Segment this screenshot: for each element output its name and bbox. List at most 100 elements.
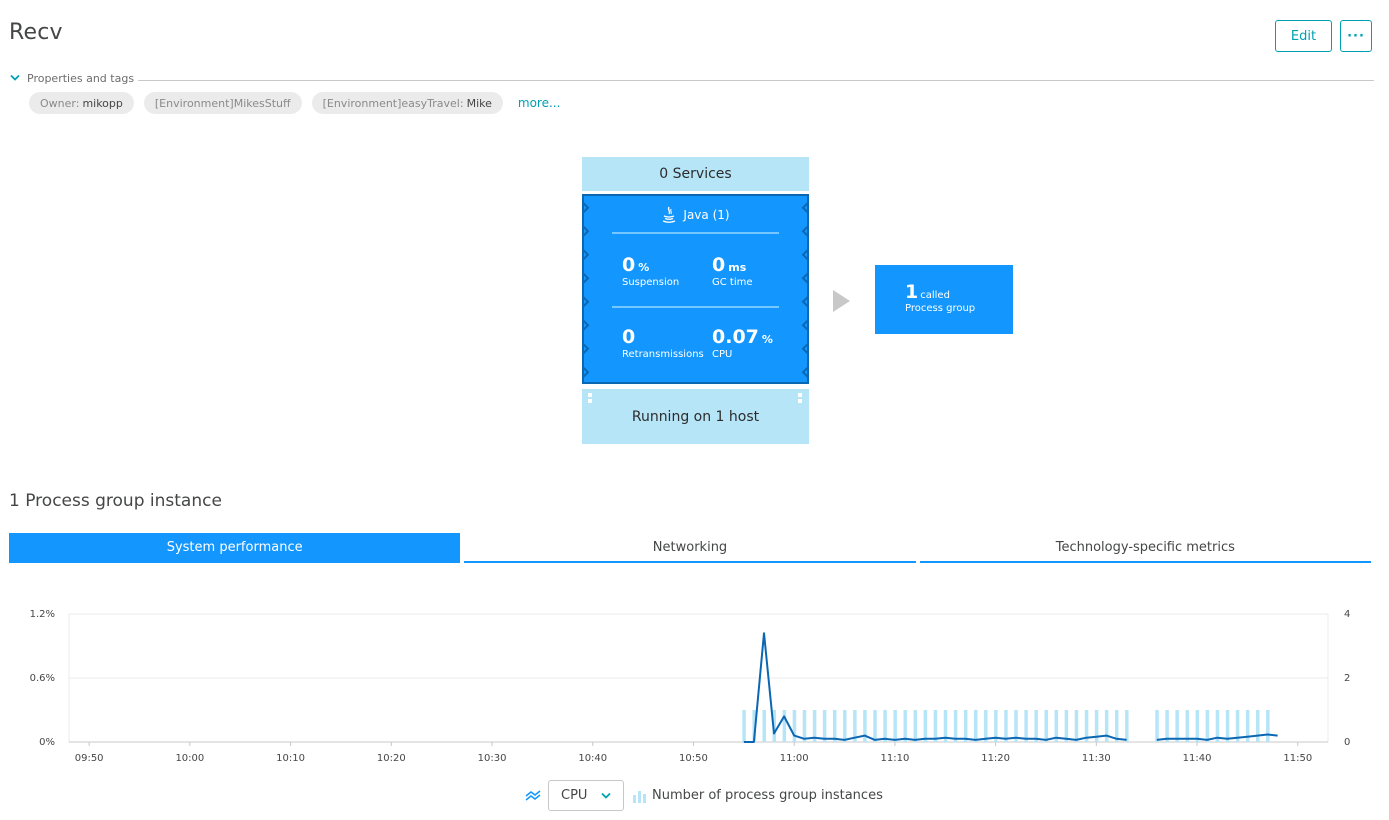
tag-key: [Environment]easyTravel: bbox=[322, 96, 464, 110]
instance-bar bbox=[1125, 710, 1129, 742]
instance-bar bbox=[1245, 710, 1250, 742]
instance-bar bbox=[1004, 710, 1008, 742]
tab-networking[interactable]: Networking bbox=[464, 533, 916, 563]
called-word: called bbox=[920, 290, 950, 301]
instance-bar bbox=[933, 710, 938, 742]
instance-bar bbox=[802, 710, 807, 742]
instance-bar bbox=[853, 710, 857, 742]
instance-bar bbox=[782, 710, 787, 742]
process-title: Java (1) bbox=[683, 208, 730, 222]
x-tick-label: 11:30 bbox=[1082, 753, 1111, 764]
metric-label: GC time bbox=[712, 277, 753, 288]
x-tick-label: 10:30 bbox=[478, 753, 507, 764]
instance-bar bbox=[752, 710, 756, 742]
instance-bar bbox=[1104, 710, 1109, 742]
called-label: Process group bbox=[905, 303, 976, 314]
more-actions-button[interactable]: ··· bbox=[1340, 20, 1372, 52]
properties-header[interactable]: Properties and tags bbox=[10, 71, 1374, 85]
instance-bar bbox=[1054, 710, 1059, 742]
edit-button[interactable]: Edit bbox=[1275, 20, 1332, 52]
chart-legend: CPU Number of process group instances bbox=[524, 780, 883, 811]
metric-value: 0 bbox=[622, 326, 636, 348]
bar-series-icon bbox=[633, 790, 646, 803]
process-header: Java (1) bbox=[584, 206, 807, 224]
x-tick-label: 10:10 bbox=[276, 753, 305, 764]
instance-bar bbox=[913, 710, 918, 742]
tag-environment-easytravel[interactable]: [Environment]easyTravel: Mike bbox=[311, 92, 503, 114]
instance-bar bbox=[973, 710, 978, 742]
metric-select[interactable]: CPU bbox=[548, 780, 624, 811]
x-tick-label: 09:50 bbox=[75, 753, 104, 764]
y-tick-label-left: 0.6% bbox=[30, 673, 55, 684]
instance-bar bbox=[812, 710, 817, 742]
more-tags-link[interactable]: more... bbox=[517, 96, 561, 110]
zigzag-edge-right bbox=[801, 196, 809, 382]
instance-bar bbox=[1215, 710, 1220, 742]
instance-bar bbox=[1014, 710, 1018, 742]
instance-bar bbox=[883, 710, 887, 742]
instance-bar bbox=[923, 710, 928, 742]
instance-bar bbox=[792, 710, 797, 742]
metric-value: 0 bbox=[622, 254, 636, 276]
instance-bar bbox=[953, 710, 958, 742]
instance-bar bbox=[1094, 710, 1099, 742]
section-title: 1 Process group instance bbox=[9, 491, 222, 511]
instance-bar bbox=[1266, 710, 1270, 742]
x-tick-label: 10:00 bbox=[175, 753, 204, 764]
properties-label: Properties and tags bbox=[27, 71, 135, 85]
x-tick-label: 10:40 bbox=[578, 753, 607, 764]
metric-gc-time: 0 ms GC time bbox=[712, 254, 753, 288]
instance-bar bbox=[1175, 710, 1179, 742]
instance-bar bbox=[963, 710, 968, 742]
instance-bar bbox=[832, 710, 837, 742]
process-group-box[interactable]: Java (1) 0% Suspension 0 ms GC time 0 Ret… bbox=[582, 194, 809, 384]
metric-label: Retransmissions bbox=[622, 349, 704, 360]
metric-unit: % bbox=[638, 261, 650, 274]
tab-bar: System performance Networking Technology… bbox=[9, 533, 1371, 563]
instance-bar bbox=[1024, 710, 1028, 742]
tag-owner[interactable]: Owner: mikopp bbox=[29, 92, 134, 114]
instance-bar bbox=[1235, 710, 1240, 742]
y-tick-label-left: 1.2% bbox=[30, 609, 55, 620]
metric-suspension: 0% Suspension bbox=[622, 254, 679, 288]
drag-handle-icon bbox=[798, 393, 802, 403]
x-tick-label: 11:50 bbox=[1283, 753, 1312, 764]
line-series-icon bbox=[525, 789, 541, 801]
instance-bar bbox=[1034, 710, 1038, 742]
instance-bar bbox=[772, 710, 777, 742]
metric-label: Suspension bbox=[622, 277, 680, 288]
cpu-series-line bbox=[743, 632, 1127, 743]
host-box[interactable]: Running on 1 host bbox=[582, 389, 809, 444]
instance-bar bbox=[1044, 710, 1048, 742]
instance-bar bbox=[843, 710, 847, 742]
y-tick-label-right: 4 bbox=[1344, 609, 1350, 620]
arrow-right-icon bbox=[833, 290, 850, 312]
tag-value: mikopp bbox=[82, 96, 123, 110]
instance-bar bbox=[822, 710, 827, 742]
instance-bar bbox=[1074, 710, 1079, 742]
instance-bar bbox=[1165, 710, 1169, 742]
instance-bar bbox=[1084, 710, 1089, 742]
instance-bar bbox=[1255, 710, 1260, 742]
instance-bar bbox=[1205, 710, 1210, 742]
instance-bar bbox=[984, 710, 988, 742]
cpu-series-line bbox=[1156, 733, 1278, 741]
divider bbox=[138, 79, 1374, 81]
bar-series-label: Number of process group instances bbox=[652, 788, 883, 803]
tab-system-performance[interactable]: System performance bbox=[9, 533, 461, 563]
tag-environment-mikesstuff[interactable]: [Environment]MikesStuff bbox=[143, 92, 302, 114]
tag-key: Owner: bbox=[40, 96, 80, 110]
performance-chart: 1.2% 4 0.6% 2 0% 0 09:50 10:00 10:10 10:20 10:30 10… bbox=[30, 609, 1351, 764]
tag-value: Mike bbox=[466, 96, 492, 110]
x-tick-label: 11:00 bbox=[780, 753, 809, 764]
host-label: Running on 1 host bbox=[631, 408, 760, 425]
drag-handle-icon bbox=[588, 393, 592, 403]
called-process-group-box[interactable]: 1 called Process group bbox=[875, 265, 1013, 334]
instance-bar bbox=[1114, 710, 1119, 742]
services-box[interactable]: 0 Services bbox=[582, 157, 809, 191]
instance-bar bbox=[873, 710, 877, 742]
x-tick-label: 11:20 bbox=[981, 753, 1010, 764]
instance-bar bbox=[742, 710, 746, 742]
tab-technology-specific-metrics[interactable]: Technology-specific metrics bbox=[919, 533, 1371, 563]
chevron-down-icon[interactable] bbox=[10, 73, 20, 83]
